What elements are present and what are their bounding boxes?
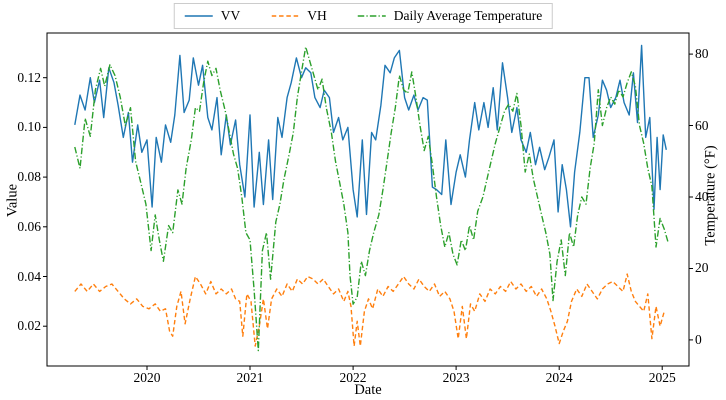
x-tick-label: 2021 [236, 370, 264, 385]
y-left-tick-label: 0.02 [17, 318, 41, 334]
legend-item-vh: VH [270, 8, 327, 24]
legend: VV VH Daily Average Temperature [173, 3, 553, 29]
legend-label-vh: VH [307, 8, 327, 23]
y-left-tick-label: 0.08 [17, 169, 41, 185]
legend-line-sample-temperature [357, 15, 386, 17]
legend-label-vv: VV [220, 8, 241, 23]
y-left-tick-label: 0.12 [17, 69, 41, 85]
y-right-tick-label: 80 [695, 46, 709, 62]
series-line-vv [74, 44, 667, 228]
x-tick-label: 2020 [133, 370, 161, 385]
x-tick-label: 2022 [339, 370, 367, 385]
x-tick-label: 2024 [545, 370, 573, 385]
legend-line-sample-vv [184, 15, 213, 17]
axes-spines [46, 32, 690, 367]
y-left-tick-label: 0.06 [17, 218, 41, 234]
legend-item-temperature: Daily Average Temperature [357, 8, 543, 24]
series-line-vh [74, 273, 665, 347]
y-right-tick-label: 0 [695, 331, 702, 347]
legend-item-vv: VV [184, 8, 241, 24]
y-left-tick-label: 0.04 [17, 268, 41, 284]
y-axis-label-left: Value [4, 184, 21, 218]
y-right-tick-label: 40 [695, 188, 709, 204]
y-left-tick-label: 0.10 [17, 119, 41, 135]
x-tick-label: 2023 [442, 370, 470, 385]
series-line-daily-average-temperature [74, 46, 670, 352]
x-tick-label: 2025 [648, 370, 676, 385]
legend-line-sample-vh [271, 15, 300, 17]
y-right-tick-label: 60 [695, 117, 709, 133]
legend-label-temperature: Daily Average Temperature [393, 8, 543, 23]
x-axis-label: Date [354, 382, 382, 398]
y-right-tick-label: 20 [695, 260, 709, 276]
